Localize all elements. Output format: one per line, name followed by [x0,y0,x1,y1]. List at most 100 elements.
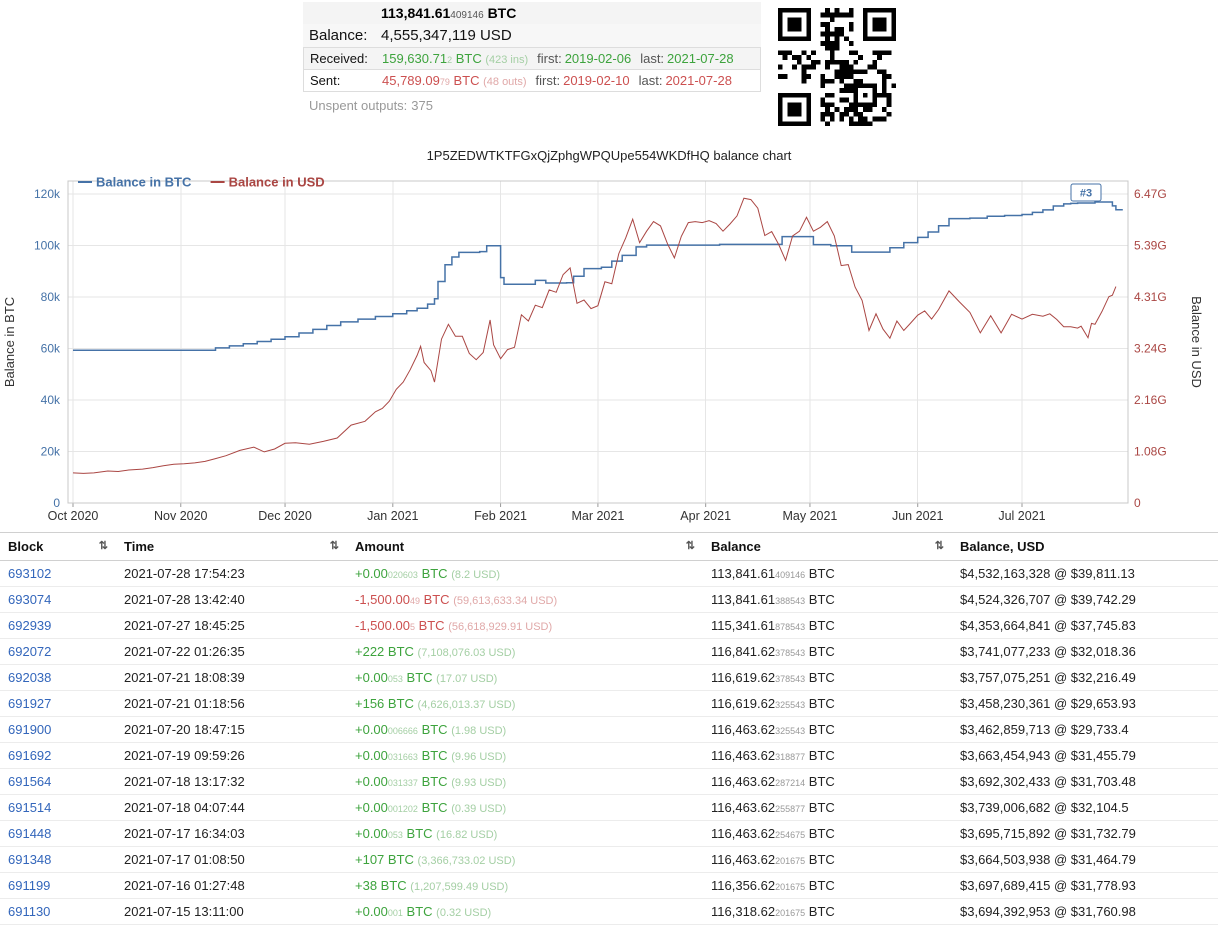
balance-cell: 116,463.62201675 BTC [703,846,952,873]
block-link[interactable]: 693102 [8,566,52,581]
time-cell: 2021-07-28 13:42:40 [116,586,347,613]
block-cell: 691348 [0,846,116,873]
tx-row: 692939 2021-07-27 18:45:25 -1,500.005 BTC … [0,612,1218,639]
balance-cell: 113,841.61409146 BTC [703,560,952,587]
block-link[interactable]: 691900 [8,722,52,737]
received-last-label: last: [640,51,665,66]
tx-row: 691514 2021-07-18 04:07:44 +0.00001202 BTC… [0,794,1218,821]
received-count: (423 ins) [485,54,529,66]
btc-series-line[interactable] [73,201,1123,351]
balance-cell: 113,841.61388543 BTC [703,586,952,613]
usd-series-line[interactable] [72,197,1117,474]
column-header-time[interactable]: Time ⇅ [116,532,347,561]
block-link[interactable]: 691448 [8,826,52,841]
balance-cell: 116,463.62325543 BTC [703,716,952,743]
balance-cell: 116,463.62254675 BTC [703,820,952,847]
qr-code [778,8,896,126]
amount-usd: (4,626,013.37 USD) [417,699,516,711]
block-link[interactable]: 691514 [8,800,52,815]
x-tick-label: Jul 2021 [998,509,1045,523]
balance-chart[interactable]: 0 0 20k 1.08G 40k 2.16G 60k 3.24G 80k 4.31G 100k 5.… [0,168,1218,526]
received-first-date[interactable]: 2019-02-06 [564,51,632,66]
balance-btc-small: 409146 [450,10,484,21]
y-right-tick-label: 1.08G [1134,444,1167,458]
sent-btc-small: 79 [439,77,450,87]
tx-row: 691927 2021-07-21 01:18:56 +156 BTC (4,626… [0,690,1218,717]
sort-icon[interactable]: ⇅ [98,540,108,552]
block-link[interactable]: 691348 [8,852,52,867]
time-cell: 2021-07-21 01:18:56 [116,690,347,717]
time-cell: 2021-07-17 16:34:03 [116,820,347,847]
block-link[interactable]: 693074 [8,592,52,607]
legend-item-0[interactable]: Balance in BTC [78,175,192,190]
column-header-balance_usd[interactable]: Balance, USD⇅ [952,532,1218,561]
sent-btc-unit: BTC [453,73,480,88]
block-link[interactable]: 692939 [8,618,52,633]
x-tick-label: Oct 2020 [48,509,99,523]
amount-cell: -1,500.0049 BTC (59,613,633.34 USD) [347,586,703,613]
balance-usd-value: 4,555,347,119 USD [381,27,512,44]
column-header-amount[interactable]: Amount ⇅ [347,532,703,561]
block-link[interactable]: 691130 [8,904,51,919]
block-link[interactable]: 692072 [8,644,52,659]
sent-first-date[interactable]: 2019-02-10 [563,73,630,88]
y-left-tick-label: 60k [41,341,61,355]
column-header-balance[interactable]: Balance ⇅ [703,532,952,561]
sort-icon[interactable]: ⇅ [685,540,695,552]
amount-usd: (16.82 USD) [436,829,498,841]
amount-usd: (59,613,633.34 USD) [453,595,558,607]
sent-last-label: last: [638,73,663,88]
y-left-tick-label: 0 [53,496,60,510]
balance-usd-cell: $3,458,230,361 @ $29,653.93 [952,690,1218,717]
sent-row: Sent: 45,789.0979 BTC (48 outs) first: 201… [303,70,761,92]
amount-usd: (1.98 USD) [451,725,507,737]
block-link[interactable]: 691927 [8,696,52,711]
unspent-value: 375 [411,98,433,113]
tx-row: 691564 2021-07-18 13:17:32 +0.00031337 BTC… [0,768,1218,795]
y-left-tick-label: 120k [34,187,61,201]
balance-cell: 116,841.62378543 BTC [703,638,952,665]
balance-summary: 113,841.61409146 BTC Balance: 4,555,347,… [303,2,761,116]
amount-cell: +0.00001 BTC (0.32 USD) [347,898,703,925]
annotation-flag[interactable]: #3 [1070,183,1102,202]
time-cell: 2021-07-15 13:11:00 [116,898,347,925]
balance-cell: 116,619.62378543 BTC [703,664,952,691]
column-label: Amount [355,539,405,554]
amount-cell: +0.00031337 BTC (9.93 USD) [347,768,703,795]
amount-usd: (0.39 USD) [451,803,507,815]
tx-row: 691348 2021-07-17 01:08:50 +107 BTC (3,366… [0,846,1218,873]
sent-last-date[interactable]: 2021-07-28 [665,73,732,88]
block-link[interactable]: 691564 [8,774,52,789]
block-link[interactable]: 692038 [8,670,52,685]
sort-icon[interactable]: ⇅ [934,540,944,552]
y-left-tick-label: 100k [34,238,61,252]
amount-usd: (56,618,929.91 USD) [448,621,553,633]
amount-cell: +0.00031663 BTC (9.96 USD) [347,742,703,769]
balance-cell: 116,463.62287214 BTC [703,768,952,795]
block-cell: 691927 [0,690,116,717]
block-link[interactable]: 691692 [8,748,52,763]
time-cell: 2021-07-18 04:07:44 [116,794,347,821]
amount-cell: +222 BTC (7,108,076.03 USD) [347,638,703,665]
legend-label: Balance in BTC [96,175,192,190]
received-value: 159,630.712 BTC (423 ins) first: 2019-02-0… [382,51,734,66]
balance-usd-cell: $3,694,392,953 @ $31,760.98 [952,898,1218,925]
received-btc-unit: BTC [455,51,482,66]
tx-row: 691900 2021-07-20 18:47:15 +0.00006666 BTC… [0,716,1218,743]
x-tick-label: Apr 2021 [680,509,731,523]
sort-icon[interactable]: ⇅ [329,540,339,552]
block-cell: 692072 [0,638,116,665]
amount-usd: (0.32 USD) [436,907,492,919]
tx-row: 693074 2021-07-28 13:42:40 -1,500.0049 BTC… [0,586,1218,613]
x-tick-label: Dec 2020 [258,509,312,523]
block-link[interactable]: 691199 [8,878,51,893]
x-tick-label: Jun 2021 [892,509,943,523]
time-cell: 2021-07-27 18:45:25 [116,612,347,639]
amount-usd: (3,366,733.02 USD) [417,855,516,867]
y-right-tick-label: 6.47G [1134,187,1167,201]
column-header-block[interactable]: Block ⇅ [0,532,116,561]
time-cell: 2021-07-28 17:54:23 [116,560,347,587]
legend-item-1[interactable]: Balance in USD [210,175,325,190]
received-last-date[interactable]: 2021-07-28 [667,51,734,66]
column-label: Balance [711,539,761,554]
